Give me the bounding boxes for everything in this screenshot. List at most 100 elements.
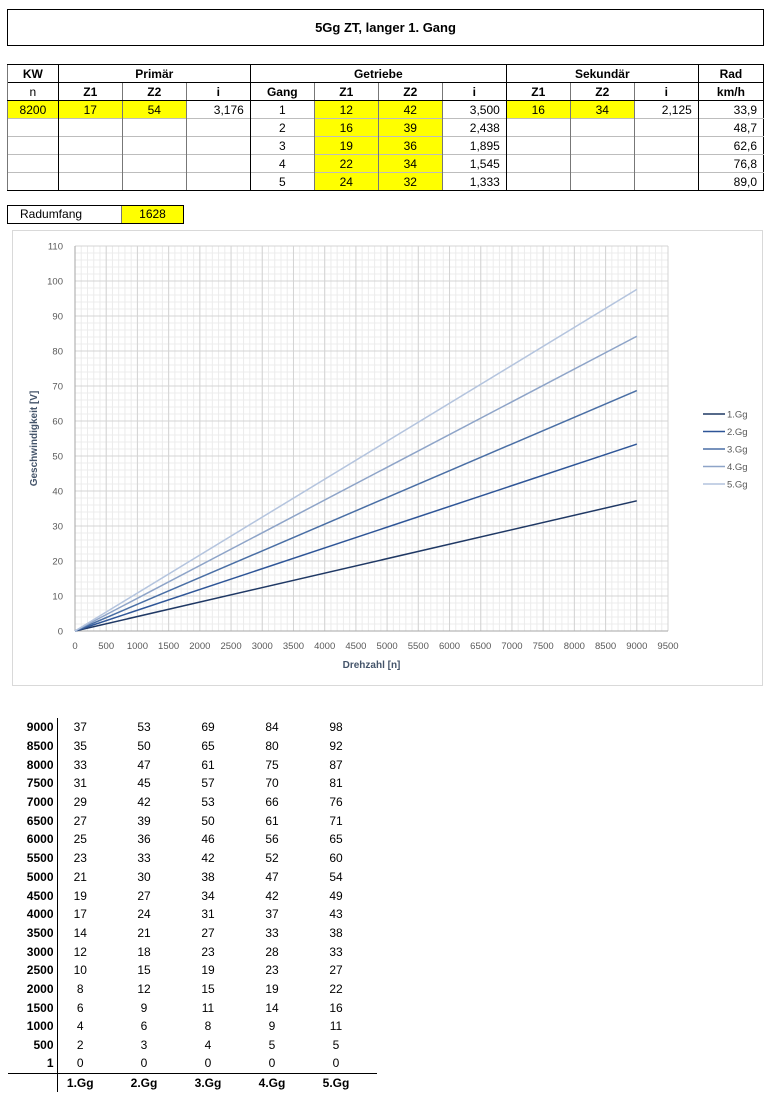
speed-value: 11 — [201, 1000, 215, 1015]
speed-value: 57 — [201, 776, 215, 791]
gear-z2[interactable]: 42 — [377, 100, 443, 119]
legend-label: 5.Gg — [727, 480, 748, 491]
speed-value: 5 — [332, 1038, 340, 1053]
legend-label: 3.Gg — [727, 445, 748, 456]
rpm-label: 4000 — [8, 904, 58, 924]
speed-value: 81 — [329, 776, 343, 791]
col-secondary-i: i — [633, 82, 699, 101]
radumfang-value[interactable]: 1628 — [121, 206, 183, 223]
speed-value: 12 — [137, 981, 151, 996]
rpm-label: 1500 — [8, 998, 58, 1017]
primary-n[interactable]: 8200 — [7, 100, 59, 119]
gear-z2[interactable]: 36 — [377, 136, 443, 155]
gear-i: 2,438 — [441, 118, 507, 137]
rpm-label: 6500 — [8, 811, 58, 831]
primary-z1[interactable]: 17 — [57, 100, 123, 119]
y-tick-label: 90 — [52, 312, 63, 323]
x-tick-label: 6500 — [470, 641, 491, 652]
speed-value: 87 — [329, 757, 343, 772]
table-row: 2 16 39 2,438 48,7 — [7, 118, 764, 137]
speed-value: 33 — [265, 925, 279, 940]
x-tick-label: 2000 — [189, 641, 210, 652]
rpm-label: 2500 — [8, 960, 58, 980]
rpm-label: 2000 — [8, 979, 58, 999]
gear-z2[interactable]: 39 — [377, 118, 443, 137]
gear-z1[interactable]: 12 — [313, 100, 379, 119]
series-line-5 — [74, 288, 638, 632]
col-primary-i: i — [185, 82, 251, 101]
gear-z2[interactable]: 32 — [377, 172, 443, 191]
gear-kmh: 76,8 — [697, 154, 764, 173]
col-gang: Gang — [249, 82, 315, 101]
rpm-label: 3000 — [8, 942, 58, 961]
series-line-3 — [74, 389, 638, 632]
speed-value: 70 — [265, 776, 279, 791]
x-tick-label: 1000 — [127, 641, 148, 652]
speed-value: 49 — [329, 888, 343, 903]
speed-value: 65 — [201, 739, 215, 754]
speed-value: 19 — [73, 888, 87, 903]
table-row: 7500 31 45 57 70 81 — [8, 774, 377, 793]
table-row: 7000 29 42 53 66 76 — [8, 792, 377, 812]
col-gear-i: i — [441, 82, 507, 101]
y-tick-label: 10 — [52, 592, 63, 603]
speed-value: 69 — [201, 720, 215, 735]
speed-value: 9 — [140, 1000, 148, 1015]
rpm-label: 4500 — [8, 886, 58, 905]
header-rad: Rad — [697, 64, 764, 83]
speed-value: 56 — [265, 832, 279, 847]
x-tick-label: 7500 — [533, 641, 554, 652]
x-tick-label: 4000 — [314, 641, 335, 652]
radumfang-box: Radumfang 1628 — [7, 205, 184, 224]
speed-value: 31 — [201, 907, 215, 922]
x-tick-label: 2500 — [220, 641, 241, 652]
x-tick-label: 4500 — [345, 641, 366, 652]
column-header: 5.Gg — [313, 1072, 377, 1092]
series-line-4 — [74, 335, 638, 632]
rpm-label: 1000 — [8, 1017, 58, 1036]
rpm-label: 5000 — [8, 867, 58, 887]
speed-chart: 0 500 1000 1500 2000 2500 3000 3500 4000 4500 5000… — [12, 230, 763, 686]
speed-value: 17 — [73, 907, 87, 922]
x-tick-label: 9500 — [657, 641, 678, 652]
gear-z1[interactable]: 19 — [313, 136, 379, 155]
gear-ratio-table: KW Primär Getriebe Sekundär Rad n Z1 Z2 … — [7, 64, 764, 191]
primary-z2[interactable]: 54 — [121, 100, 187, 119]
y-tick-label: 50 — [52, 452, 63, 463]
table-row: 2500 10 15 19 23 27 — [8, 960, 377, 980]
gear-gang: 4 — [249, 154, 315, 173]
gear-z1[interactable]: 16 — [313, 118, 379, 137]
speed-value: 15 — [201, 981, 215, 996]
speed-value: 0 — [76, 1056, 84, 1071]
speed-value: 23 — [201, 944, 215, 959]
col-primary-z1: Z1 — [57, 82, 123, 101]
x-tick-label: 6000 — [439, 641, 460, 652]
gear-z2[interactable]: 34 — [377, 154, 443, 173]
rpm-label: 6000 — [8, 830, 58, 849]
gear-z1[interactable]: 24 — [313, 172, 379, 191]
speed-value: 80 — [265, 739, 279, 754]
table-row: 1000 4 6 8 9 11 — [8, 1017, 377, 1036]
primary-i: 3,176 — [185, 100, 251, 119]
series-line-1 — [74, 500, 637, 632]
speed-value: 42 — [137, 795, 151, 810]
speed-value: 5 — [268, 1038, 276, 1053]
secondary-i: 2,125 — [633, 100, 699, 119]
gear-i: 1,545 — [441, 154, 507, 173]
speed-value: 14 — [73, 925, 87, 940]
rpm-label: 500 — [8, 1035, 58, 1055]
gear-z1[interactable]: 22 — [313, 154, 379, 173]
rpm-label: 5500 — [8, 848, 58, 868]
speed-value: 0 — [268, 1056, 276, 1071]
speed-value: 84 — [265, 720, 279, 735]
speed-value: 50 — [201, 813, 215, 828]
speed-value: 12 — [73, 944, 87, 959]
speed-value: 34 — [201, 888, 215, 903]
secondary-z1[interactable]: 16 — [505, 100, 571, 119]
speed-value: 21 — [137, 925, 151, 940]
secondary-z2[interactable]: 34 — [569, 100, 635, 119]
chart-svg: 0 500 1000 1500 2000 2500 3000 3500 4000 4500 5000… — [29, 242, 748, 672]
rpm-label: 7500 — [8, 774, 58, 793]
table-row: 4000 17 24 31 37 43 — [8, 904, 377, 924]
page-title: 5Gg ZT, langer 1. Gang — [7, 9, 764, 46]
